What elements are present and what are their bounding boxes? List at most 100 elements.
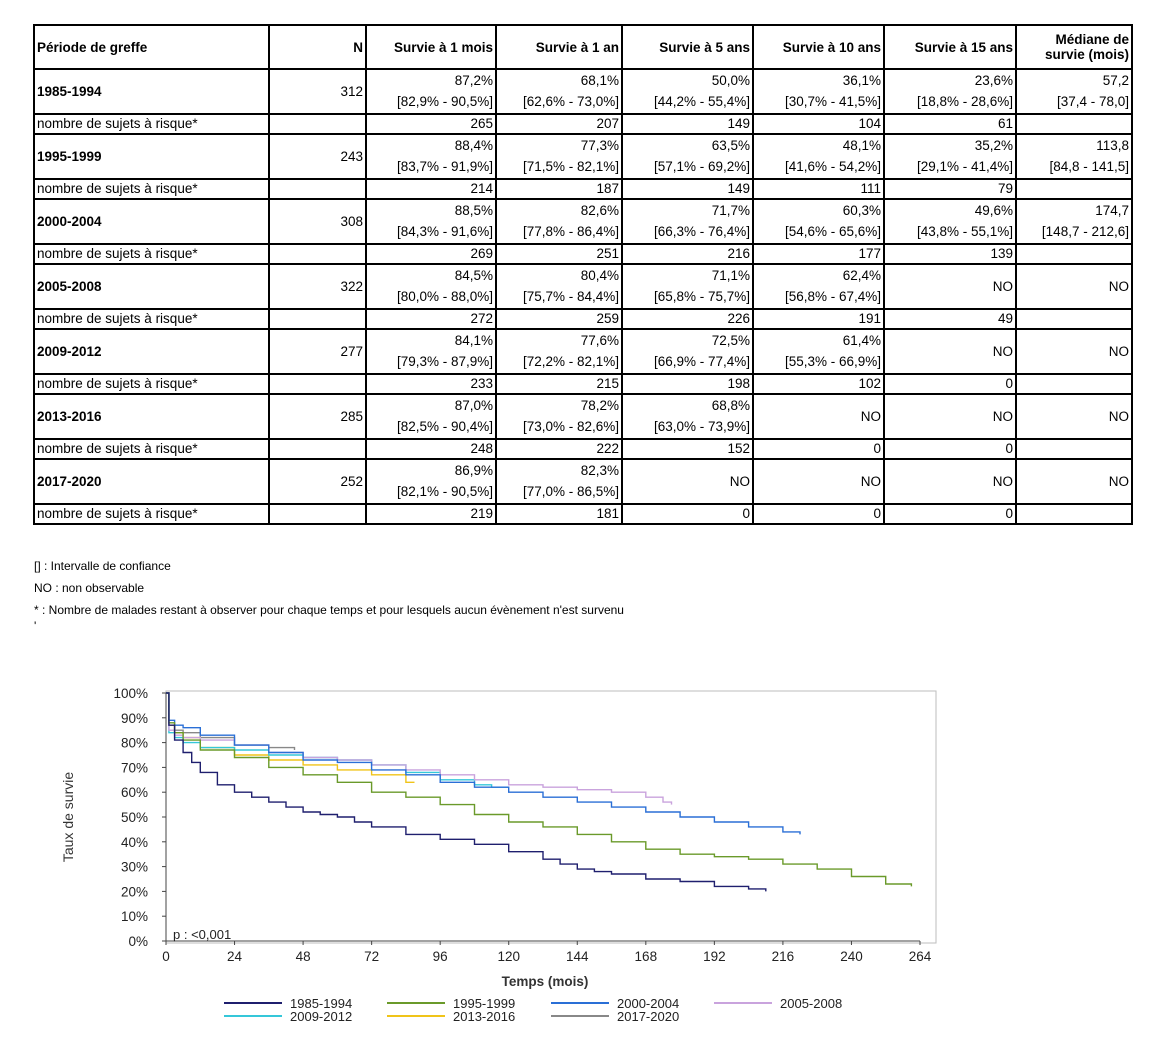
series-line-1985-1994 [166,692,767,892]
header-cell: N [268,24,367,70]
risk-label: nombre de sujets à risque* [33,373,270,395]
y-tick-label: 50% [121,810,148,825]
risk-count: 259 [495,308,623,330]
confidence-interval: [83,7% - 91,9%] [396,159,493,174]
survival-cell: 71,7% [66,3% - 76,4%] [621,198,754,245]
x-tick-label: 240 [840,949,863,964]
header-cell: Médiane de survie (mois) [1015,24,1133,70]
note-tick: ' [34,619,37,633]
x-axis-label: Temps (mois) [502,974,589,989]
risk-count: 0 [621,503,754,525]
chart-frame [165,690,937,944]
survival-value: 84,1% [454,333,493,348]
period-cell: 2000-2004 [33,198,270,245]
risk-count: 265 [365,113,497,135]
survival-value: NO [992,279,1013,294]
survival-cell: 113,8 [84,8 - 141,5] [1015,133,1133,180]
survival-value: 49,6% [974,203,1013,218]
series-layer [166,692,913,892]
n-cell: 308 [268,198,367,245]
y-tick-label: 80% [121,736,148,751]
y-tick-label: 40% [121,835,148,850]
p-value-annotation: p : <0,001 [173,927,231,942]
survival-cell: 78,2% [73,0% - 82,6%] [495,393,623,440]
survival-value: 82,3% [580,463,619,478]
survival-cell: NO [752,458,885,505]
survival-value: 77,3% [580,138,619,153]
confidence-interval: [56,8% - 67,4%] [784,289,881,304]
confidence-interval: [66,9% - 77,4%] [653,354,750,369]
survival-cell: 23,6% [18,8% - 28,6%] [883,68,1017,115]
period-cell: 1985-1994 [33,68,270,115]
confidence-interval: [82,9% - 90,5%] [396,94,493,109]
survival-cell: 57,2 [37,4 - 78,0] [1015,68,1133,115]
risk-count [1015,438,1133,460]
confidence-interval: [30,7% - 41,5%] [784,94,881,109]
risk-count: 272 [365,308,497,330]
legend-label: 1995-1999 [453,996,515,1011]
survival-value: NO [1108,279,1129,294]
survival-cell: 63,5% [57,1% - 69,2%] [621,133,754,180]
risk-count: 102 [752,373,885,395]
note-star: * : Nombre de malades restant à observer… [34,603,624,617]
survival-value: 48,1% [842,138,881,153]
series-line-2017-2020 [166,692,296,750]
confidence-interval: [43,8% - 55,1%] [916,224,1013,239]
confidence-interval: [84,8 - 141,5] [1049,159,1129,174]
risk-empty-cell [268,373,367,395]
confidence-interval: [79,3% - 87,9%] [396,354,493,369]
risk-label: nombre de sujets à risque* [33,308,270,330]
period-cell: 2009-2012 [33,328,270,375]
risk-empty-cell [268,503,367,525]
survival-cell: 62,4% [56,8% - 67,4%] [752,263,885,310]
confidence-interval: [44,2% - 55,4%] [653,94,750,109]
y-tick-label: 70% [121,760,148,775]
survival-cell: 35,2% [29,1% - 41,4%] [883,133,1017,180]
header-cell: Période de greffe [33,24,270,70]
risk-row: nombre de sujets à risque* 233 215 198 102 0 [33,373,1133,395]
header-cell: Survie à 5 ans [621,24,754,70]
risk-count: 149 [621,178,754,200]
survival-value: NO [992,409,1013,424]
confidence-interval: [55,3% - 66,9%] [784,354,881,369]
x-tick-label: 48 [296,949,311,964]
survival-cell: 77,6% [72,2% - 82,1%] [495,328,623,375]
confidence-interval: [18,8% - 28,6%] [916,94,1013,109]
survival-cell: NO [883,458,1017,505]
n-cell: 285 [268,393,367,440]
note-ci: [] : Intervalle de confiance [34,559,171,573]
risk-count: 269 [365,243,497,265]
risk-count [1015,113,1133,135]
survival-cell: 50,0% [44,2% - 55,4%] [621,68,754,115]
period-cell: 2013-2016 [33,393,270,440]
n-cell: 243 [268,133,367,180]
confidence-interval: [41,6% - 54,2%] [784,159,881,174]
survival-cell: 82,3% [77,0% - 86,5%] [495,458,623,505]
table-row: 2000-2004 308 88,5% [84,3% - 91,6%] 82,6% [77… [33,198,1133,245]
confidence-interval: [148,7 - 212,6] [1041,224,1129,239]
y-tick-label: 100% [113,686,148,701]
risk-row: nombre de sujets à risque* 219 181 0 0 0 [33,503,1133,525]
confidence-interval: [63,0% - 73,9%] [653,419,750,434]
survival-cell: NO [1015,458,1133,505]
survival-value: 50,0% [711,73,750,88]
survival-value: 36,1% [842,73,881,88]
survival-cell: 80,4% [75,7% - 84,4%] [495,263,623,310]
risk-count: 214 [365,178,497,200]
x-tick-label: 96 [433,949,448,964]
survival-cell: NO [1015,328,1133,375]
y-tick-label: 20% [121,884,148,899]
risk-row: nombre de sujets à risque* 272 259 226 191 49 [33,308,1133,330]
survival-value: 174,7 [1095,203,1129,218]
series-line-1995-1999 [166,692,913,887]
risk-count: 111 [752,178,885,200]
survival-value: NO [729,474,750,489]
survival-value: 78,2% [580,398,619,413]
y-axis-label: Taux de survie [60,772,76,862]
risk-empty-cell [268,243,367,265]
table-notes: [] : Intervalle de confiance NO : non ob… [34,555,624,633]
survival-value: 63,5% [711,138,750,153]
risk-empty-cell [268,438,367,460]
risk-count: 61 [883,113,1017,135]
note-no: NO : non observable [34,581,145,595]
